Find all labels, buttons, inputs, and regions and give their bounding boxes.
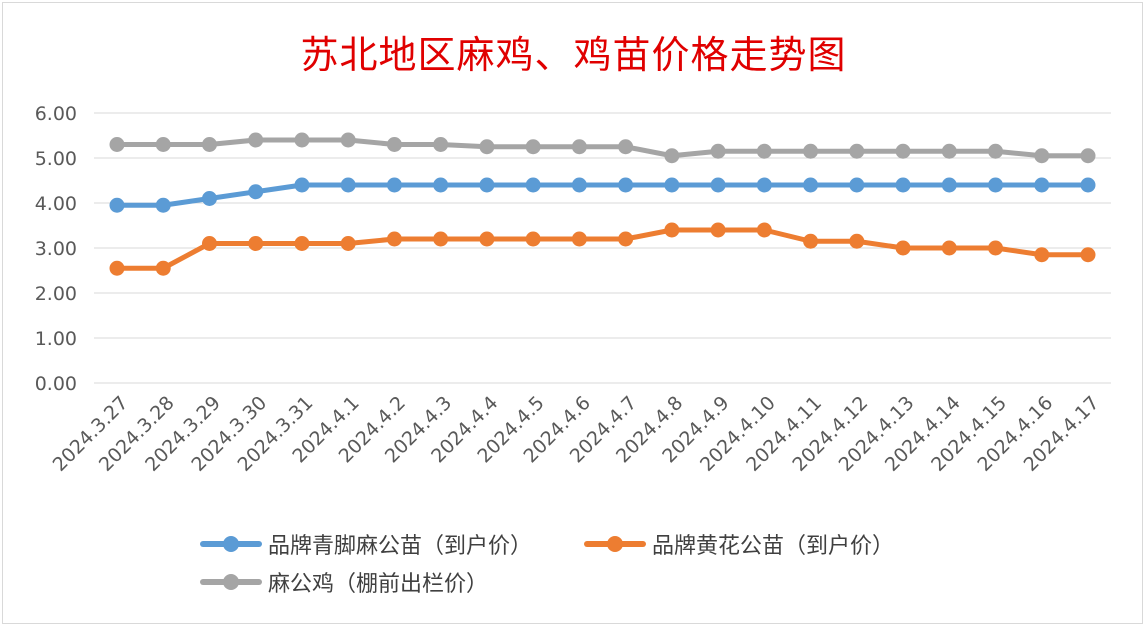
data-point [618,231,634,247]
legend-label: 品牌青脚麻公苗（到户价） [268,534,533,559]
data-point [155,197,171,213]
data-point [618,177,634,193]
data-point [155,137,171,152]
series-line [114,137,1091,159]
data-point [988,177,1004,193]
data-point [803,177,819,193]
data-point [1080,177,1096,193]
data-point [710,143,726,159]
data-point [988,143,1004,159]
data-point [340,132,356,148]
data-point [1080,148,1096,164]
data-point [756,177,772,193]
data-point [895,240,911,256]
data-point [155,260,171,276]
data-point [479,139,495,155]
data-point [294,132,310,148]
data-point [248,236,264,251]
data-point [1080,247,1096,263]
data-point [479,177,495,193]
data-point [1034,247,1050,263]
y-axis-labels: 0.00 1.00 2.00 3.00 4.00 5.00 6.00 [35,103,77,395]
data-point [941,177,957,193]
legend-label: 麻公鸡（棚前出栏价） [268,572,489,597]
data-point [201,137,217,152]
data-point [201,191,217,206]
legend-marker-gray [200,566,262,598]
data-point [525,139,541,155]
data-point [664,222,680,238]
legend-item-series-1: 品牌青脚麻公苗（到户价） [200,528,532,560]
data-point [433,177,449,193]
y-tick-label: 4.00 [35,193,77,215]
data-point [664,148,680,164]
data-point [294,177,310,193]
data-point [710,177,726,193]
series-3 [109,132,1096,164]
data-point [803,233,819,249]
data-point [109,260,125,276]
data-point [479,231,495,247]
series-lines [109,132,1096,276]
data-point [988,240,1004,256]
data-point [803,143,819,159]
data-point [849,177,865,193]
data-point [571,231,587,247]
chart-title: 苏北地区麻鸡、鸡苗价格走势图 [300,33,847,77]
y-tick-label: 2.00 [35,283,77,305]
data-point [1034,148,1050,164]
data-point [109,137,125,152]
data-point [756,222,772,238]
data-point [248,132,264,148]
data-point [525,231,541,247]
y-tick-label: 5.00 [35,148,77,170]
data-point [710,222,726,238]
series-line [114,227,1091,271]
data-point [201,236,217,251]
legend-marker-blue [200,528,262,560]
data-point [571,139,587,155]
y-tick-label: 1.00 [35,328,77,350]
series-line [114,182,1091,208]
legend-label: 品牌黄花公苗（到户价） [652,534,895,559]
data-point [109,197,125,213]
data-point [386,177,402,193]
y-tick-label: 6.00 [35,103,77,125]
data-point [756,143,772,159]
data-point [571,177,587,193]
data-point [895,143,911,159]
series-1 [109,177,1096,213]
data-point [941,143,957,159]
data-point [433,231,449,247]
legend-item-series-2: 品牌黄花公苗（到户价） [584,528,894,560]
data-point [340,177,356,193]
data-point [618,139,634,155]
data-point [294,236,310,251]
y-tick-label: 3.00 [35,238,77,260]
data-point [340,236,356,251]
data-point [664,177,680,193]
data-point [895,177,911,193]
data-point [525,177,541,193]
data-point [386,137,402,152]
data-point [849,233,865,249]
y-tick-label: 0.00 [35,373,77,395]
data-point [386,231,402,247]
data-point [849,143,865,159]
x-axis-labels: 2024.3.272024.3.282024.3.292024.3.302024… [49,392,1104,476]
legend-item-series-3: 麻公鸡（棚前出栏价） [200,566,488,598]
series-2 [109,222,1096,276]
legend-marker-orange [584,528,646,560]
data-point [433,137,449,152]
data-point [248,184,264,200]
data-point [1034,177,1050,193]
data-point [941,240,957,256]
